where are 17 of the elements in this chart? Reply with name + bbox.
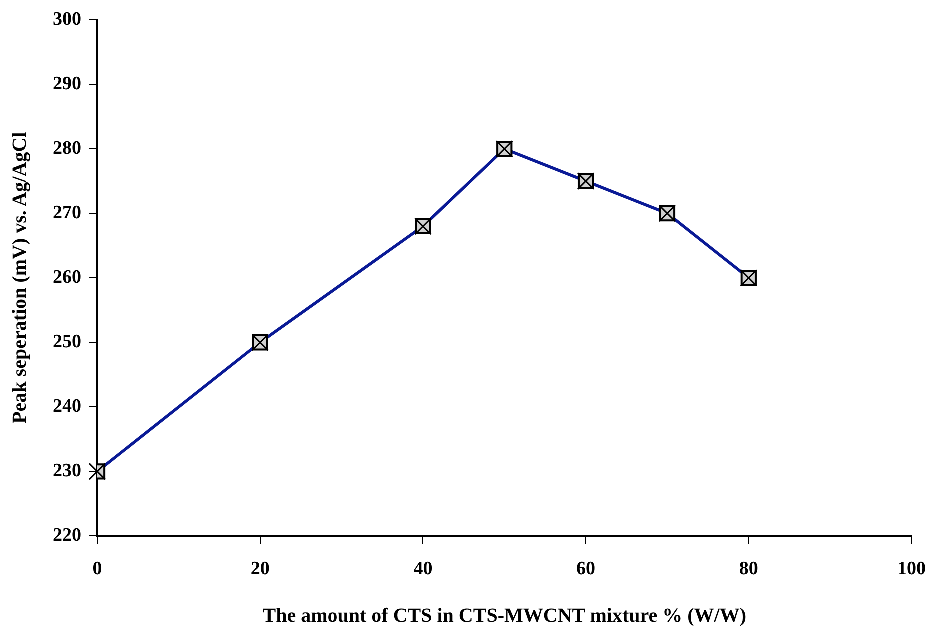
y-tick-label: 240 [53, 396, 82, 418]
y-tick-label: 300 [53, 8, 82, 30]
x-tick-label: 40 [414, 558, 433, 580]
y-tick-label: 250 [53, 332, 82, 353]
y-tick-label: 260 [53, 267, 82, 288]
x-tick-label: 0 [92, 558, 102, 580]
x-axis-title: The amount of CTS in CTS-MWCNT mixture % (W/W) [262, 605, 746, 628]
x-tick-label: 20 [250, 558, 270, 580]
x-tick-label: 100 [898, 558, 926, 580]
y-axis-title: Peak seperation (mV) vs. Ag/AgCl [9, 132, 32, 424]
y-tick-label: 280 [53, 138, 82, 159]
y-tick-label: 290 [53, 73, 82, 94]
x-tick-label: 60 [576, 558, 596, 580]
x-tick-label: 80 [739, 558, 758, 580]
y-tick-label: 270 [53, 202, 82, 224]
y-tick-label: 230 [53, 460, 82, 482]
y-tick-label: 220 [53, 525, 82, 546]
